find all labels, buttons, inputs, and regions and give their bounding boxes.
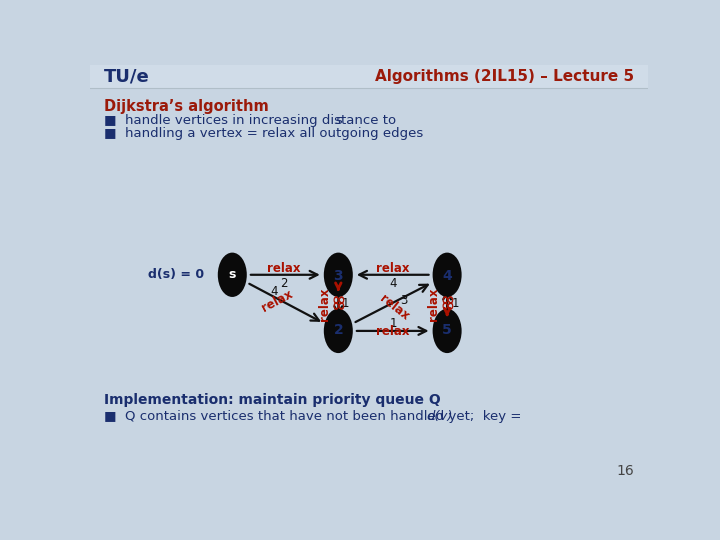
Ellipse shape — [433, 253, 462, 297]
Ellipse shape — [217, 253, 247, 297]
Text: s: s — [229, 268, 236, 281]
Text: ■  Q contains vertices that have not been handled yet;  key =: ■ Q contains vertices that have not been… — [104, 410, 526, 423]
Text: s: s — [336, 114, 343, 127]
Text: 1: 1 — [390, 317, 397, 330]
Text: ∞: ∞ — [331, 297, 346, 315]
Text: 2: 2 — [280, 276, 288, 289]
Text: relax: relax — [259, 287, 294, 315]
Ellipse shape — [324, 309, 353, 353]
Text: ∞: ∞ — [331, 291, 346, 309]
Text: 5: 5 — [442, 323, 452, 336]
Text: relax: relax — [267, 262, 301, 275]
Text: d(v): d(v) — [426, 410, 452, 423]
Text: Implementation: maintain priority queue Q: Implementation: maintain priority queue … — [104, 393, 441, 407]
Ellipse shape — [324, 253, 353, 297]
Text: 1: 1 — [451, 298, 459, 310]
Text: Algorithms (2IL15) – Lecture 5: Algorithms (2IL15) – Lecture 5 — [375, 69, 634, 84]
FancyBboxPatch shape — [90, 65, 648, 87]
Text: relax: relax — [377, 293, 411, 323]
Text: relax: relax — [427, 287, 440, 321]
Text: ■  handle vertices in increasing distance to: ■ handle vertices in increasing distance… — [104, 114, 400, 127]
Text: 4: 4 — [271, 285, 278, 298]
Text: relax: relax — [377, 262, 410, 275]
Text: 3: 3 — [400, 294, 408, 307]
Text: relax: relax — [377, 325, 410, 338]
Text: relax: relax — [318, 287, 331, 321]
Ellipse shape — [433, 309, 462, 353]
Text: ∞: ∞ — [440, 297, 454, 315]
Text: 16: 16 — [616, 464, 634, 478]
Text: Dijkstra’s algorithm: Dijkstra’s algorithm — [104, 99, 269, 114]
Text: 3: 3 — [333, 269, 343, 283]
Text: ∞: ∞ — [440, 291, 454, 309]
Text: 1: 1 — [342, 298, 349, 310]
Text: ■  handling a vertex = relax all outgoing edges: ■ handling a vertex = relax all outgoing… — [104, 127, 423, 140]
Text: d(s) = 0: d(s) = 0 — [148, 268, 204, 281]
Text: 4: 4 — [390, 276, 397, 289]
Text: 4: 4 — [442, 269, 452, 283]
Text: TU/e: TU/e — [104, 68, 150, 85]
Text: 2: 2 — [333, 323, 343, 336]
